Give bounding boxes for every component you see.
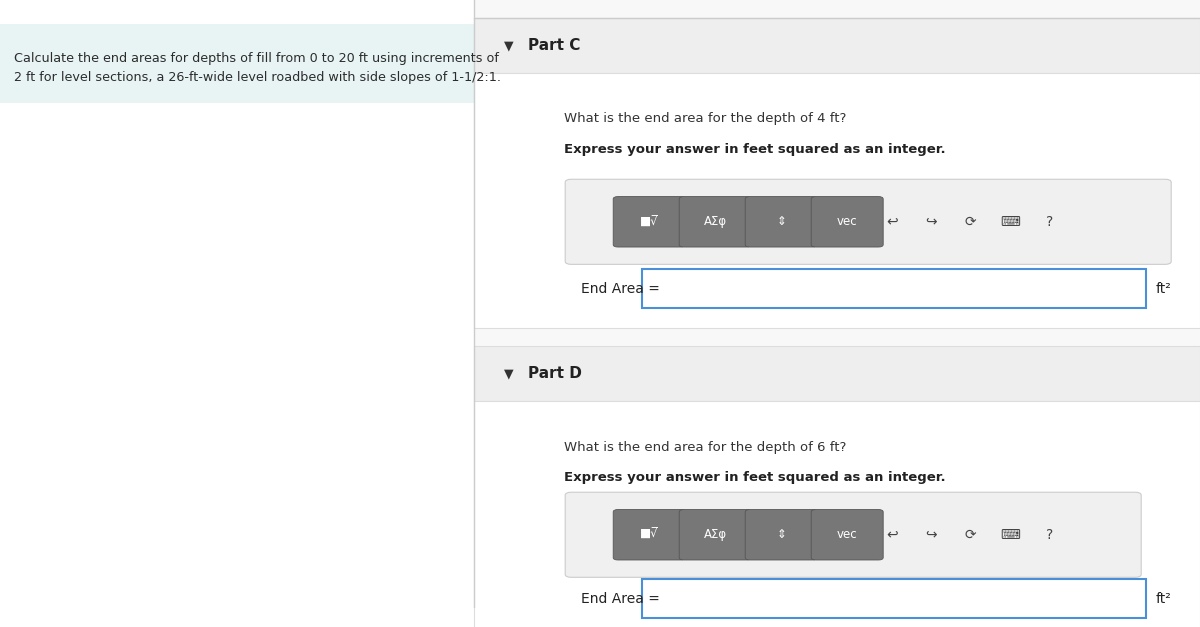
Text: ⟳: ⟳ — [965, 215, 977, 229]
Text: vec: vec — [836, 529, 858, 541]
Text: ↩: ↩ — [886, 215, 898, 229]
FancyBboxPatch shape — [679, 197, 751, 247]
Text: ft²: ft² — [1156, 282, 1171, 296]
Text: ▼: ▼ — [504, 367, 514, 380]
Text: ■√̅: ■√̅ — [640, 529, 659, 541]
Text: AΣφ: AΣφ — [703, 529, 727, 541]
FancyBboxPatch shape — [474, 18, 1200, 73]
Text: ⌨: ⌨ — [1001, 528, 1020, 542]
Text: What is the end area for the depth of 4 ft?: What is the end area for the depth of 4 … — [564, 112, 846, 125]
Text: ?: ? — [1046, 215, 1054, 229]
FancyBboxPatch shape — [474, 346, 1200, 401]
Text: ↪: ↪ — [925, 528, 937, 542]
FancyBboxPatch shape — [613, 197, 685, 247]
FancyBboxPatch shape — [642, 269, 1146, 308]
FancyBboxPatch shape — [0, 24, 474, 103]
Text: ▼: ▼ — [504, 39, 514, 52]
Text: AΣφ: AΣφ — [703, 215, 727, 228]
FancyBboxPatch shape — [565, 492, 1141, 577]
Text: End Area =: End Area = — [581, 591, 660, 606]
FancyBboxPatch shape — [474, 0, 1200, 608]
FancyBboxPatch shape — [613, 510, 685, 560]
FancyBboxPatch shape — [745, 510, 817, 560]
Text: Part C: Part C — [528, 38, 581, 53]
Text: Calculate the end areas for depths of fill from 0 to 20 ft using increments of
2: Calculate the end areas for depths of fi… — [14, 51, 502, 83]
Text: ⇕: ⇕ — [776, 215, 786, 228]
Text: vec: vec — [836, 215, 858, 228]
Text: ⌨: ⌨ — [1001, 215, 1020, 229]
Text: Express your answer in feet squared as an integer.: Express your answer in feet squared as a… — [564, 143, 946, 155]
FancyBboxPatch shape — [642, 579, 1146, 618]
FancyBboxPatch shape — [474, 73, 1200, 328]
FancyBboxPatch shape — [811, 197, 883, 247]
FancyBboxPatch shape — [474, 401, 1200, 627]
Text: ■√̅: ■√̅ — [640, 215, 659, 228]
Text: ⇕: ⇕ — [776, 529, 786, 541]
Text: Part D: Part D — [528, 366, 582, 381]
Text: What is the end area for the depth of 6 ft?: What is the end area for the depth of 6 … — [564, 441, 846, 453]
FancyBboxPatch shape — [679, 510, 751, 560]
FancyBboxPatch shape — [565, 179, 1171, 265]
Text: End Area =: End Area = — [581, 282, 660, 296]
Text: Express your answer in feet squared as an integer.: Express your answer in feet squared as a… — [564, 471, 946, 484]
Text: ↪: ↪ — [925, 215, 937, 229]
FancyBboxPatch shape — [745, 197, 817, 247]
Text: ft²: ft² — [1156, 591, 1171, 606]
FancyBboxPatch shape — [811, 510, 883, 560]
Text: ⟳: ⟳ — [965, 528, 977, 542]
Text: ?: ? — [1046, 528, 1054, 542]
Text: ↩: ↩ — [886, 528, 898, 542]
